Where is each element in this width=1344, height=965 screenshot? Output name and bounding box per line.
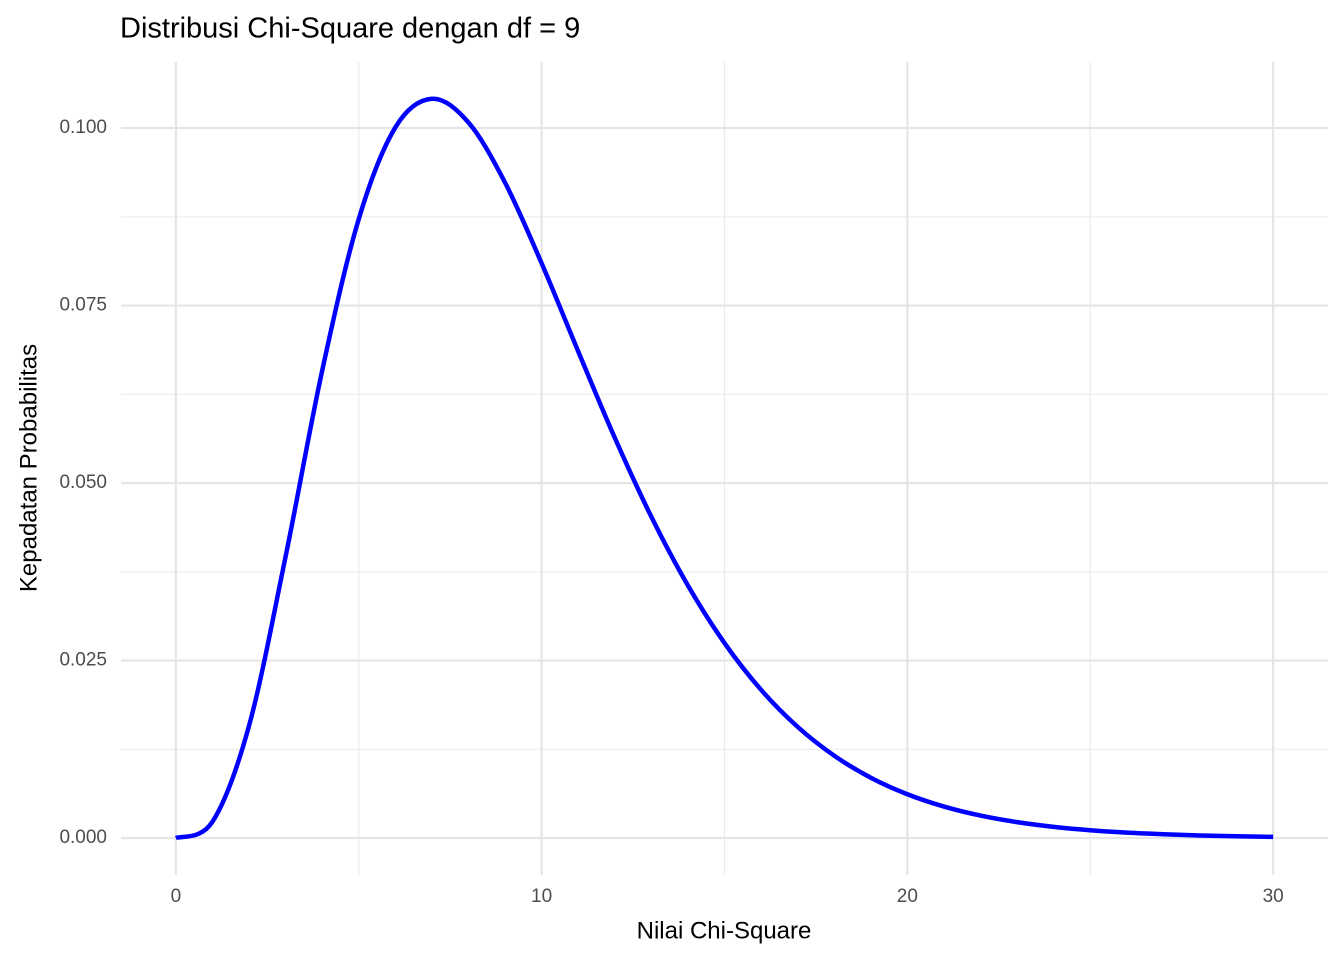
- y-tick-label: 0.025: [59, 650, 107, 671]
- y-tick-label: 0.050: [59, 472, 107, 493]
- y-tick-label: 0.100: [59, 117, 107, 138]
- y-axis-title: Kepadatan Probabilitas: [15, 344, 42, 592]
- x-tick-label: 0: [171, 886, 182, 907]
- y-tick-label: 0.075: [59, 295, 107, 316]
- x-tick-label: 10: [531, 886, 552, 907]
- chart-title: Distribusi Chi-Square dengan df = 9: [120, 13, 580, 45]
- x-tick-label: 30: [1263, 886, 1284, 907]
- x-axis-title: Nilai Chi-Square: [637, 917, 812, 944]
- x-tick-label: 20: [897, 886, 918, 907]
- y-tick-label: 0.000: [59, 827, 107, 848]
- density-line: [174, 96, 1274, 841]
